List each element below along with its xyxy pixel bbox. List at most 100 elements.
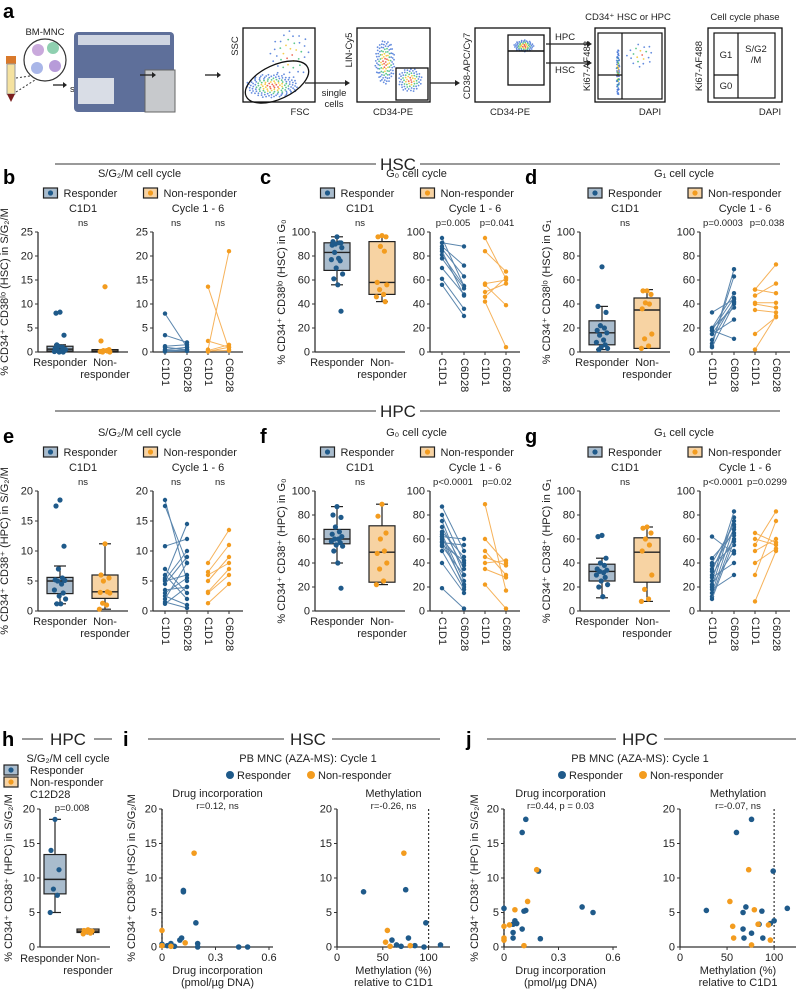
data-point	[603, 556, 608, 561]
data-point	[760, 935, 766, 941]
y-tick-label: 80	[683, 510, 695, 522]
panel-letter: h	[2, 729, 14, 751]
event-dot	[382, 60, 384, 62]
event-dot	[406, 86, 408, 88]
event-dot	[271, 90, 273, 92]
y-tick-label: 20	[413, 323, 425, 335]
event-dot	[292, 82, 294, 84]
event-dot	[292, 87, 294, 89]
event-dot	[642, 63, 644, 65]
data-point	[740, 926, 746, 932]
hsc-arrow-label: HSC	[555, 65, 575, 76]
y-axis-label: % CD34⁺ CD38⁺ (HPC) in S/G₂/M	[469, 794, 481, 961]
data-point	[340, 271, 345, 276]
event-dot	[406, 84, 408, 86]
event-dot	[265, 75, 267, 77]
y-tick-label: 0	[151, 942, 157, 954]
y-tick-label: 100	[407, 227, 425, 239]
legend-responder-icon-dot	[48, 449, 53, 454]
event-dot	[405, 81, 407, 83]
event-dot	[413, 75, 415, 77]
event-dot	[616, 60, 618, 62]
data-point	[640, 548, 645, 553]
event-dot	[381, 58, 383, 60]
x-axis-label: (pmol/µg DNA)	[524, 977, 597, 989]
data-point	[771, 918, 777, 924]
data-point	[483, 283, 487, 287]
data-point	[642, 336, 647, 341]
correlation-label: r=-0.07, ns	[715, 801, 761, 812]
data-point	[504, 281, 508, 285]
event-dot	[413, 72, 415, 74]
data-point	[595, 534, 600, 539]
event-dot	[413, 85, 415, 87]
event-dot	[273, 80, 275, 82]
event-dot	[523, 49, 525, 51]
data-point	[749, 817, 755, 823]
data-point	[440, 513, 444, 517]
data-point	[195, 944, 201, 950]
data-point	[510, 930, 516, 936]
correlation-label: r=-0.26, ns	[371, 801, 417, 812]
event-dot	[249, 90, 251, 92]
data-point	[501, 924, 507, 930]
event-dot	[412, 70, 414, 72]
x-axis-label: relative to C1D1	[699, 977, 778, 989]
event-dot	[416, 88, 418, 90]
event-dot	[262, 74, 264, 76]
event-dot	[618, 59, 620, 61]
data-point	[534, 867, 540, 873]
event-dot	[263, 88, 265, 90]
paired-line	[208, 569, 229, 592]
event-dot	[377, 50, 379, 52]
event-dot	[304, 56, 306, 58]
event-dot	[387, 41, 389, 43]
data-point	[340, 544, 345, 549]
event-dot	[399, 84, 401, 86]
data-point	[339, 245, 344, 250]
event-dot	[261, 82, 263, 84]
event-dot	[288, 88, 290, 90]
legend-nonresponder: Non-responder	[650, 770, 724, 782]
data-point	[594, 572, 599, 577]
event-dot	[400, 79, 402, 81]
event-dot	[284, 79, 286, 81]
event-dot	[264, 91, 266, 93]
category-label-cont: responder	[63, 965, 113, 977]
data-point	[504, 606, 508, 610]
timepoint-label: C1D1	[159, 617, 171, 645]
event-dot	[299, 42, 301, 44]
data-point	[462, 307, 466, 311]
data-point	[107, 590, 112, 595]
event-dot	[385, 83, 387, 85]
paired-line	[165, 602, 187, 608]
event-dot	[378, 56, 380, 58]
data-point	[504, 573, 508, 577]
data-point	[732, 337, 736, 341]
data-point	[97, 607, 102, 612]
event-dot	[418, 78, 420, 80]
event-dot	[416, 80, 418, 82]
event-dot	[252, 83, 254, 85]
event-dot	[275, 76, 277, 78]
data-point	[440, 519, 444, 523]
data-point	[440, 525, 444, 529]
y-tick-label: 20	[320, 804, 332, 816]
event-dot	[390, 64, 392, 66]
x-tick-label: 100	[419, 952, 437, 964]
data-point	[440, 549, 444, 553]
plot-title: Cell cycle phase	[710, 12, 779, 23]
y-tick-label: 40	[298, 299, 310, 311]
event-dot	[389, 53, 391, 55]
event-dot	[280, 41, 282, 43]
event-dot	[285, 87, 287, 89]
subplot-title: C1D1	[69, 462, 97, 474]
event-dot	[618, 71, 620, 73]
data-point	[640, 526, 645, 531]
event-dot	[518, 41, 520, 43]
subplot-title: Cycle 1 - 6	[172, 203, 225, 215]
y-tick-label: 15	[21, 516, 33, 528]
data-point	[179, 935, 185, 941]
sg2m-label: /M	[751, 55, 762, 66]
y-tick-label: 20	[23, 804, 35, 816]
